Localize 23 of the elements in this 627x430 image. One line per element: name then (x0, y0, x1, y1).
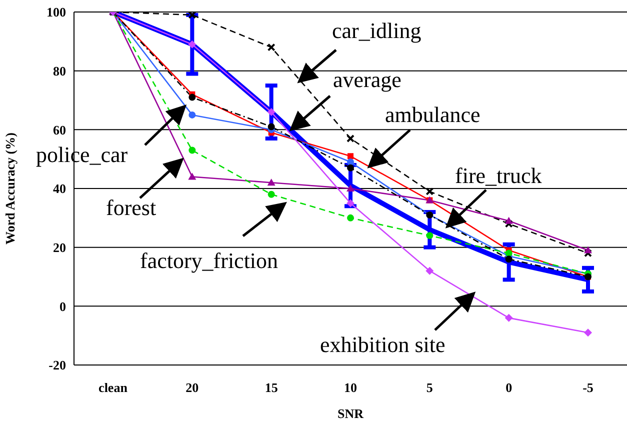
annotation: car_idling (332, 18, 422, 43)
annotation: exhibition site (320, 332, 446, 357)
y-tick-label: 40 (53, 181, 66, 196)
y-tick-label: 80 (53, 63, 66, 78)
y-tick-label: 100 (46, 4, 66, 20)
annotation: fire_truck (455, 163, 542, 188)
x-tick-label: -5 (582, 380, 594, 396)
y-tick-label: -20 (48, 358, 66, 373)
annotation: forest (106, 195, 156, 220)
y-tick-label: 0 (60, 298, 66, 314)
x-tick-label: 15 (264, 380, 278, 396)
y-axis-title: Word Accuracy (%) (2, 132, 18, 244)
x-tick-label: 10 (344, 380, 357, 396)
x-tick-label: 0 (506, 380, 512, 396)
annotation: average (333, 67, 402, 92)
annotation: ambulance (385, 102, 480, 127)
y-tick-label: 60 (53, 122, 66, 138)
x-tick-label: 20 (186, 380, 199, 396)
x-tick-label: 5 (426, 380, 434, 396)
x-tick-label: clean (98, 380, 128, 396)
x-axis-title: SNR (337, 406, 364, 421)
annotation: factory_friction (140, 248, 278, 273)
y-tick-label: 20 (53, 240, 66, 255)
